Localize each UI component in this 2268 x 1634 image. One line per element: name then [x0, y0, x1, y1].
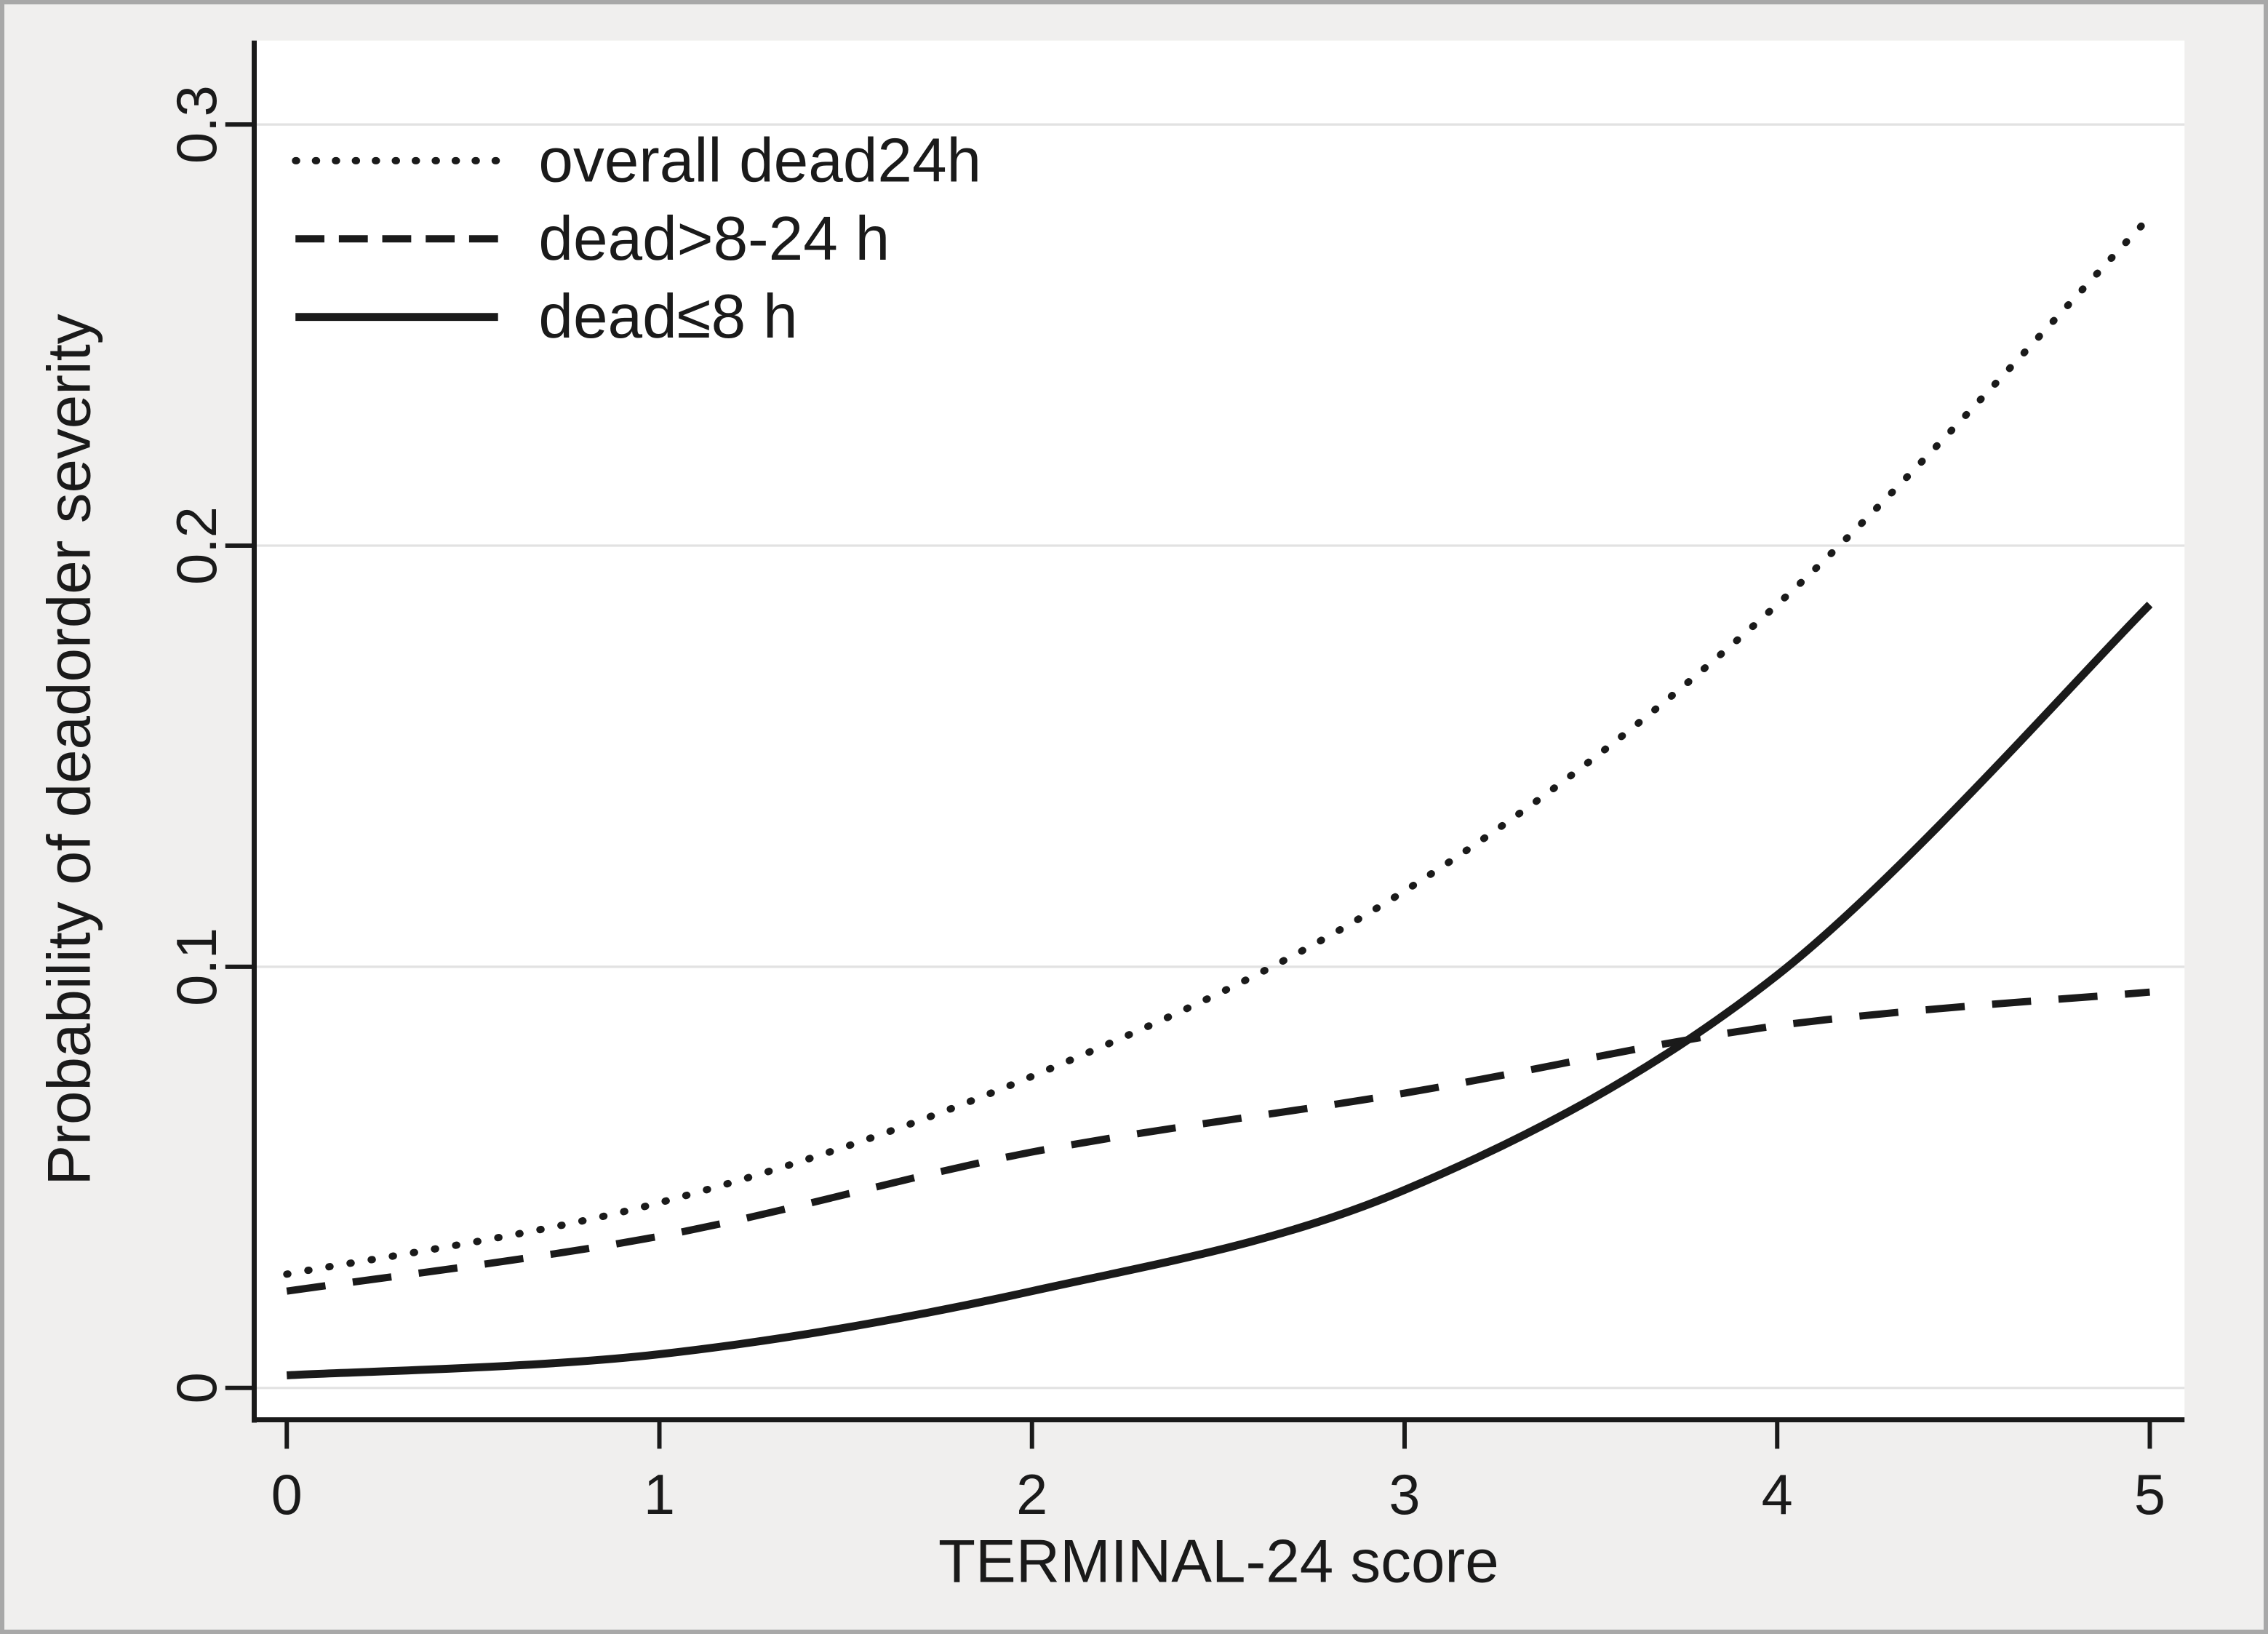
series-line-dashed	[286, 988, 2150, 1295]
series-line-solid	[286, 602, 2153, 1379]
legend: overall dead24h dead>8-24 h dead≤8 h	[292, 126, 981, 351]
plot-area	[254, 40, 2185, 1420]
y-tick-label: 0	[166, 1372, 228, 1403]
x-tick-label: 5	[2134, 1464, 2165, 1526]
x-tick-label: 1	[644, 1464, 675, 1526]
x-tick-label: 0	[271, 1464, 303, 1526]
legend-label: dead>8-24 h	[538, 204, 890, 274]
legend-item: dead≤8 h	[295, 282, 798, 351]
legend-label: overall dead24h	[538, 126, 981, 195]
axis-ticks	[225, 122, 2152, 1449]
y-tick-label: 0.1	[166, 928, 228, 1006]
y-tick-label: 0.2	[166, 506, 228, 585]
y-axis-title: Probability of deadorder severity	[35, 314, 103, 1185]
y-tick-label: 0.3	[166, 85, 228, 164]
series-lines	[283, 213, 2154, 1379]
legend-item: dead>8-24 h	[295, 204, 890, 274]
x-tick-label: 4	[1762, 1464, 1793, 1526]
axes	[252, 40, 2185, 1423]
x-tick-label: 3	[1389, 1464, 1420, 1526]
line-chart: 0 0.1 0.2 0.3 0 1 2 3 4 5 overall dead24h dead>8-2…	[35, 40, 2185, 1595]
legend-item: overall dead24h	[292, 126, 981, 195]
gridlines	[254, 123, 2185, 1390]
x-tick-label: 2	[1016, 1464, 1047, 1526]
legend-label: dead≤8 h	[538, 282, 797, 351]
tick-labels: 0 0.1 0.2 0.3 0 1 2 3 4 5	[166, 85, 2165, 1526]
x-axis-title: TERMINAL-24 score	[938, 1526, 1499, 1595]
